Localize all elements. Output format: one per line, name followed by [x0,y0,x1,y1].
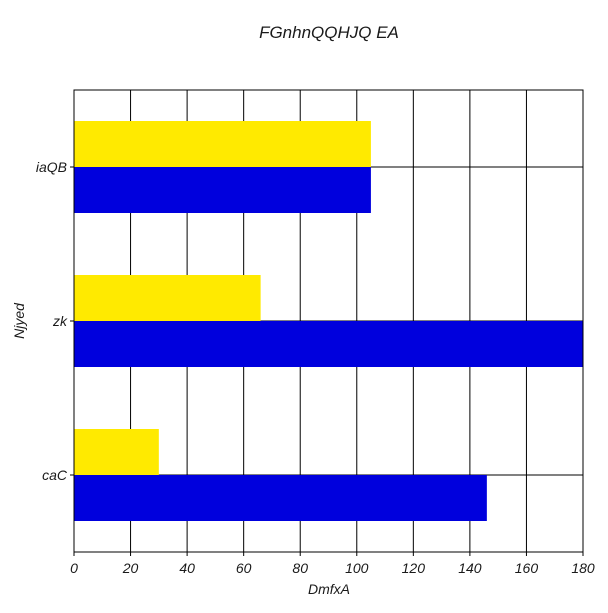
bars [74,121,583,521]
x-tick-label: 180 [571,560,595,576]
y-tick-label: caC [42,467,68,483]
x-tick-label: 60 [236,560,252,576]
x-axis-label: DmfxA [308,581,350,597]
bar-series-0-iaQB [74,167,371,213]
y-tick-label: zk [52,313,68,329]
x-tick-label: 120 [402,560,426,576]
chart-title: FGnhnQQHJQ EA [259,23,399,42]
x-tick-label: 80 [292,560,308,576]
x-tick-label: 100 [345,560,369,576]
y-axis-label: Njyed [11,302,27,339]
x-tick-label: 160 [515,560,539,576]
x-tick-label: 140 [458,560,482,576]
tick-labels: 0 20 40 60 80 100 120 140 160 180 caC zk iaQB [36,159,595,576]
bar-series-0-caC [74,475,487,521]
x-tick-label: 0 [70,560,78,576]
x-tick-label: 20 [122,560,139,576]
bar-series-1-zk [74,275,261,321]
bar-series-1-iaQB [74,121,371,167]
x-tick-label: 40 [179,560,195,576]
bar-series-1-caC [74,429,159,475]
y-tick-label: iaQB [36,159,67,175]
bar-series-0-zk [74,321,583,367]
